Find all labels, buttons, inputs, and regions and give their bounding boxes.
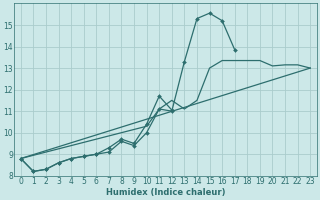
X-axis label: Humidex (Indice chaleur): Humidex (Indice chaleur) bbox=[106, 188, 225, 197]
